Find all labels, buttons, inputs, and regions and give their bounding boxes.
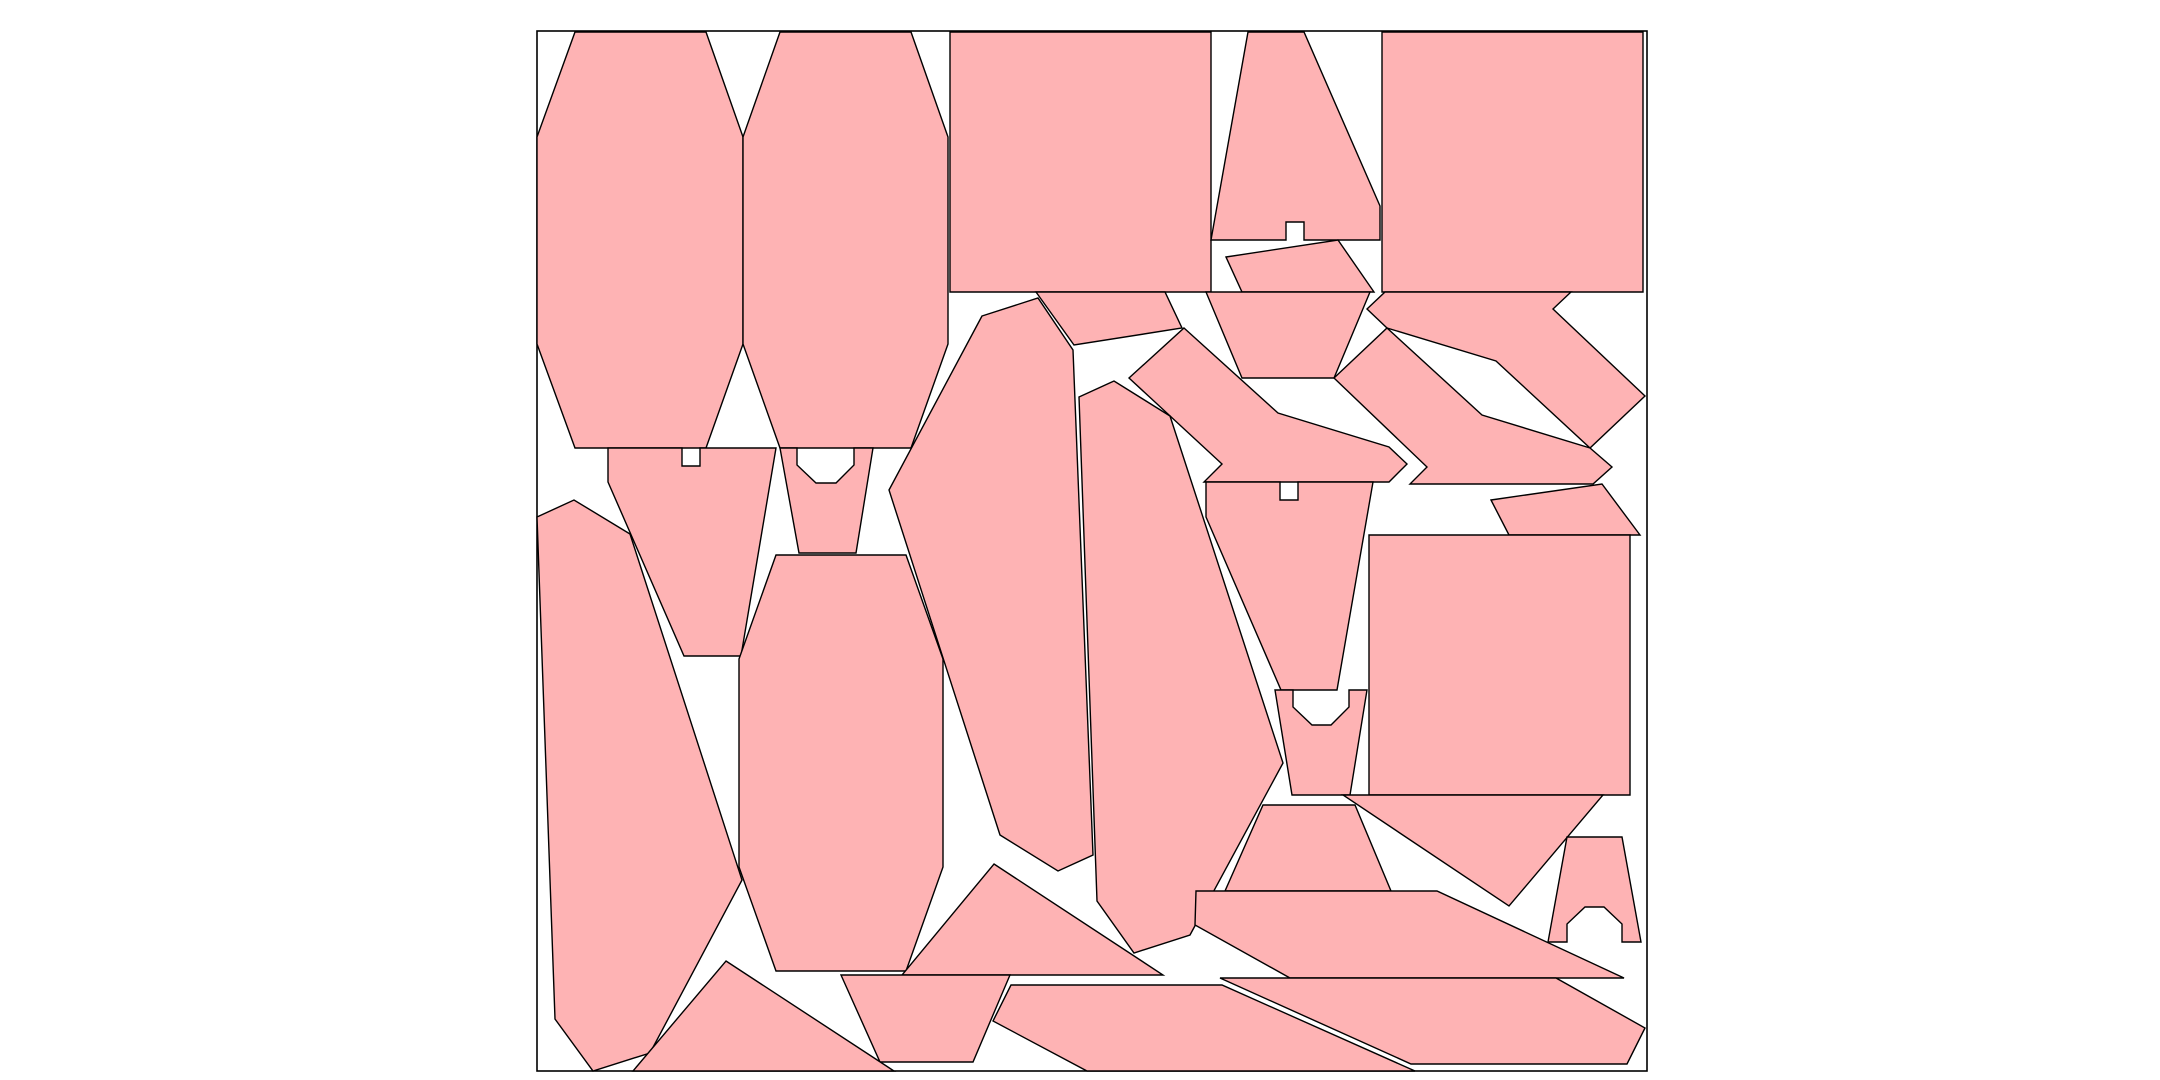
- piece-rectangle-right-middle: [1368, 534, 1631, 796]
- piece-trapezoid-bottom-center: [839, 974, 1012, 1063]
- piece-cup-lower-right: [1547, 836, 1642, 943]
- piece-hexagon-lower-left: [738, 554, 944, 972]
- piece-arrow-upper-center: [1127, 327, 1409, 483]
- piece-cup-center: [1274, 689, 1368, 796]
- piece-trapezoid-notched-left: [607, 447, 777, 657]
- piece-long-polygon-center-right: [1078, 380, 1284, 954]
- pieces-group: [536, 31, 1647, 1072]
- piece-hexagon-top-second: [742, 31, 949, 449]
- piece-long-polygon-left: [536, 499, 743, 1072]
- piece-triangle-lower-right: [1340, 794, 1605, 907]
- piece-rectangle-top-right: [1381, 31, 1644, 293]
- piece-hexagon-top-left: [536, 31, 744, 449]
- piece-triangle-bottom-left: [631, 960, 897, 1072]
- piece-parallelogram-bottom-center: [992, 984, 1416, 1072]
- piece-parallelogram-bottom-right: [1219, 977, 1646, 1065]
- piece-long-polygon-center-left: [888, 297, 1094, 872]
- piece-triangle-top-notched: [1210, 31, 1381, 241]
- piece-quad-upper-gap: [1204, 291, 1372, 379]
- piece-trapezoid-notched-center: [1205, 481, 1374, 691]
- piece-quad-small-upper: [1224, 239, 1376, 293]
- piece-cup-left: [779, 447, 874, 554]
- piece-arrow-upper-right: [1332, 327, 1614, 485]
- piece-rectangle-top-middle: [949, 31, 1212, 293]
- piece-triangle-lower-center: [900, 863, 1166, 976]
- piece-trapezoid-upper-center: [1034, 291, 1184, 346]
- piece-quad-right-middle: [1489, 483, 1642, 536]
